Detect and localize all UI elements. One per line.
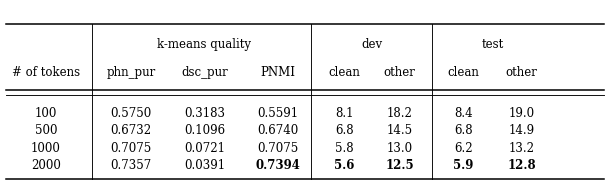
Text: 14.9: 14.9 (509, 124, 534, 137)
Text: ... ... ... type ... ... ... ...: ... ... ... type ... ... ... ... (6, 8, 115, 17)
Text: 14.5: 14.5 (387, 124, 412, 137)
Text: 5.6: 5.6 (334, 159, 355, 172)
Text: other: other (384, 66, 415, 79)
Text: 0.6732: 0.6732 (110, 124, 152, 137)
Text: dev: dev (362, 38, 382, 51)
Text: 500: 500 (35, 124, 57, 137)
Text: # of tokens: # of tokens (12, 66, 80, 79)
Text: 0.3183: 0.3183 (184, 107, 225, 120)
Text: 13.0: 13.0 (387, 142, 412, 155)
Text: clean: clean (448, 66, 479, 79)
Text: 6.8: 6.8 (336, 124, 354, 137)
Text: 0.6740: 0.6740 (257, 124, 298, 137)
Text: 100: 100 (35, 107, 57, 120)
Text: 0.1096: 0.1096 (184, 124, 225, 137)
Text: 0.0391: 0.0391 (184, 159, 225, 172)
Text: 0.7394: 0.7394 (255, 159, 300, 172)
Text: 8.4: 8.4 (454, 107, 473, 120)
Text: 8.1: 8.1 (336, 107, 354, 120)
Text: clean: clean (329, 66, 361, 79)
Text: dsc_pur: dsc_pur (181, 66, 228, 79)
Text: 0.0721: 0.0721 (184, 142, 225, 155)
Text: 12.5: 12.5 (386, 159, 414, 172)
Text: 0.7075: 0.7075 (257, 142, 298, 155)
Text: 12.8: 12.8 (508, 159, 536, 172)
Text: 18.2: 18.2 (387, 107, 412, 120)
Text: other: other (506, 66, 537, 79)
Text: 13.2: 13.2 (509, 142, 534, 155)
Text: 6.2: 6.2 (454, 142, 473, 155)
Text: 1000: 1000 (31, 142, 60, 155)
Text: 0.5591: 0.5591 (257, 107, 298, 120)
Text: 0.5750: 0.5750 (110, 107, 152, 120)
Text: 0.7075: 0.7075 (110, 142, 152, 155)
Text: PNMI: PNMI (260, 66, 295, 79)
Text: 6.8: 6.8 (454, 124, 473, 137)
Text: phn_pur: phn_pur (107, 66, 156, 79)
Text: 2000: 2000 (31, 159, 60, 172)
Text: 0.7357: 0.7357 (110, 159, 152, 172)
Text: test: test (481, 38, 504, 51)
Text: k-means quality: k-means quality (157, 38, 251, 51)
Text: 19.0: 19.0 (509, 107, 534, 120)
Text: 5.9: 5.9 (453, 159, 474, 172)
Text: 5.8: 5.8 (336, 142, 354, 155)
